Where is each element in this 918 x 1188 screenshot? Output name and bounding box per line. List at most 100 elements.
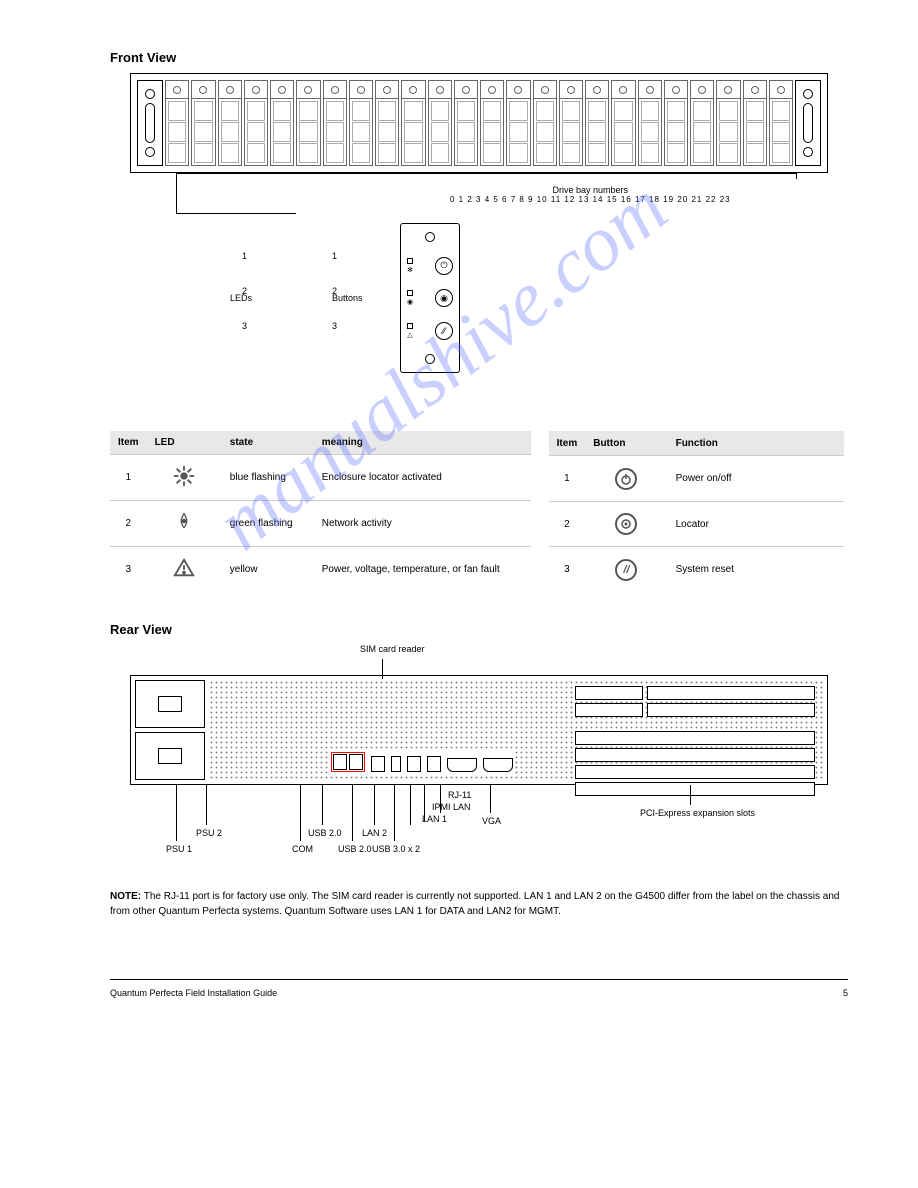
ipmi-label: IPMI LAN	[432, 803, 471, 813]
rj11-port	[391, 756, 401, 772]
icon-cell	[585, 456, 667, 502]
drive-slot	[428, 80, 452, 166]
usb20-label-1: USB 2.0	[308, 829, 342, 839]
btn-num-1: 1	[332, 251, 337, 261]
drive-slot	[611, 80, 635, 166]
control-panel-detail: ✻ ⏻ ◉ ◉ △ ⁄⁄	[400, 223, 460, 373]
table-row: 1Power on/off	[549, 456, 844, 502]
drive-slot	[401, 80, 425, 166]
lan1-label: LAN 1	[422, 815, 447, 825]
front-view-title: Front View	[110, 50, 848, 65]
reset-button[interactable]: ⁄⁄	[435, 322, 453, 340]
table-header: Item	[549, 431, 586, 456]
item-cell: 1	[549, 456, 586, 502]
state-cell: blue flashing	[222, 455, 314, 501]
item-cell: 1	[110, 455, 147, 501]
drive-slot	[664, 80, 688, 166]
drive-slot	[349, 80, 373, 166]
server-front-chassis	[130, 73, 828, 173]
meaning-cell: Network activity	[314, 501, 531, 547]
drive-slot	[323, 80, 347, 166]
power-button[interactable]: ⏻	[435, 257, 453, 275]
lan1-port	[333, 754, 347, 770]
front-diagram: Drive bay numbers 0 1 2 3 4 5 6 7 8 9 10…	[110, 73, 848, 413]
rack-ear-left	[137, 80, 163, 166]
drive-slot	[270, 80, 294, 166]
drive-slot	[638, 80, 662, 166]
drive-bays	[165, 80, 793, 166]
rack-ear-right	[795, 80, 821, 166]
psu-1	[135, 680, 205, 728]
drive-slot	[559, 80, 583, 166]
note-label: NOTE:	[110, 891, 141, 902]
icon-cell	[147, 547, 222, 593]
lan-ports-highlight	[331, 752, 365, 772]
drive-slot	[716, 80, 740, 166]
drive-slot	[296, 80, 320, 166]
ipmi-port	[371, 756, 385, 772]
reset-icon: //	[615, 559, 637, 581]
drive-bay-label: Drive bay numbers 0 1 2 3 4 5 6 7 8 9 10…	[450, 185, 731, 204]
drive-slot	[375, 80, 399, 166]
led-3: △	[407, 323, 413, 339]
rj11-label: RJ-11	[448, 791, 471, 801]
led-1: ✻	[407, 258, 413, 274]
table-row: 1blue flashingEnclosure locator activate…	[110, 455, 531, 501]
drive-slot	[454, 80, 478, 166]
table-row: 2 Locator	[549, 501, 844, 547]
footer-page-number: 5	[843, 988, 848, 998]
function-cell: Locator	[668, 501, 844, 547]
vga-label: VGA	[482, 817, 501, 827]
table-header: LED	[147, 431, 222, 455]
table-header: Button	[585, 431, 667, 456]
led-num-1: 1	[242, 251, 247, 261]
tables-row: ItemLEDstatemeaning1blue flashingEnclosu…	[110, 431, 848, 592]
drive-slot	[506, 80, 530, 166]
lan2-port	[349, 754, 363, 770]
state-cell: yellow	[222, 547, 314, 593]
drive-slot	[218, 80, 242, 166]
button-table: ItemButtonFunction1Power on/off2Locator3…	[549, 431, 844, 592]
btn-num-3: 3	[332, 321, 337, 331]
usb20-label-2: USB 2.0	[338, 845, 372, 855]
item-cell: 3	[110, 547, 147, 593]
com-port	[447, 758, 477, 772]
vga-port	[483, 758, 513, 772]
drive-slot	[769, 80, 793, 166]
leds-label: LEDs	[230, 293, 252, 303]
table-row: 3 // System reset	[549, 547, 844, 592]
item-cell: 2	[549, 501, 586, 547]
psu-2	[135, 732, 205, 780]
psu1-label: PSU 1	[166, 845, 192, 855]
lan2-label: LAN 2	[362, 829, 387, 839]
locator-button[interactable]: ◉	[435, 289, 453, 307]
page-footer: Quantum Perfecta Field Installation Guid…	[110, 979, 848, 998]
function-cell: System reset	[668, 547, 844, 592]
drive-slot	[165, 80, 189, 166]
rear-view-title: Rear View	[110, 622, 848, 637]
item-cell: 3	[549, 547, 586, 592]
table-row: 3 yellowPower, voltage, temperature, or f…	[110, 547, 531, 593]
locate-icon	[615, 513, 637, 535]
led-2: ◉	[407, 290, 413, 306]
com-label: COM	[292, 845, 313, 855]
item-cell: 2	[110, 501, 147, 547]
footer-left: Quantum Perfecta Field Installation Guid…	[110, 988, 277, 998]
server-rear-chassis	[130, 675, 828, 785]
icon-cell	[147, 455, 222, 501]
meaning-cell: Power, voltage, temperature, or fan faul…	[314, 547, 531, 593]
drive-slot	[244, 80, 268, 166]
note-text: The RJ-11 port is for factory use only. …	[110, 891, 839, 917]
table-header: Function	[668, 431, 844, 456]
port-cluster	[329, 750, 515, 774]
usb3-port-1	[407, 756, 421, 772]
drive-slot	[690, 80, 714, 166]
table-header: Item	[110, 431, 147, 455]
usb3-port-2	[427, 756, 441, 772]
table-header: meaning	[314, 431, 531, 455]
vent-area	[209, 680, 823, 780]
icon-cell	[147, 501, 222, 547]
psu2-label: PSU 2	[196, 829, 222, 839]
drive-slot	[191, 80, 215, 166]
table-row: 2green flashingNetwork activity	[110, 501, 531, 547]
